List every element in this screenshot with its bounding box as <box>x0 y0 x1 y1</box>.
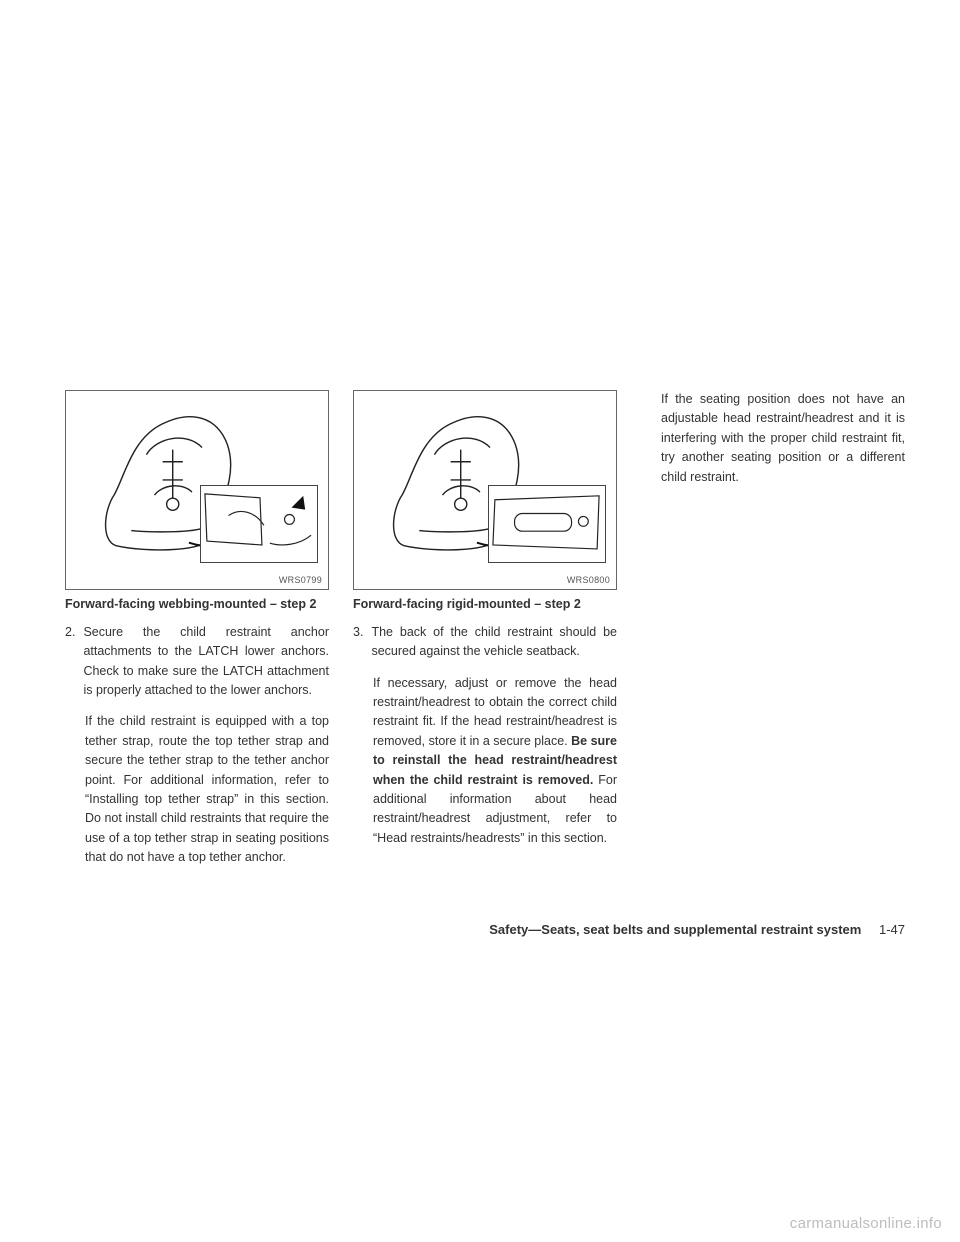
footer-section: Safety—Seats, seat belts and supplementa… <box>489 922 861 937</box>
figure-left-caption: Forward-facing webbing-mounted – step 2 <box>65 596 329 613</box>
step-2: 2. Secure the child restraint anchor att… <box>65 623 329 701</box>
step-2-number: 2. <box>65 623 75 701</box>
figure-middle-caption: Forward-facing rigid-mounted – step 2 <box>353 596 617 613</box>
latch-webbing-icon <box>201 486 317 563</box>
column-3: If the seating position does not have an… <box>641 390 905 879</box>
three-column-layout: WRS0799 Forward-facing webbing-mounted –… <box>65 390 905 879</box>
figure-left: WRS0799 <box>65 390 329 590</box>
step-3-number: 3. <box>353 623 363 662</box>
footer-page-number: 1-47 <box>879 922 905 937</box>
figure-middle-inset <box>488 485 606 563</box>
page-footer: Safety—Seats, seat belts and supplementa… <box>0 922 905 937</box>
manual-page: WRS0799 Forward-facing webbing-mounted –… <box>0 0 960 1242</box>
step-3-text: The back of the child restraint should b… <box>371 623 617 662</box>
step-2-text: Secure the child restraint anchor attach… <box>83 623 329 701</box>
no-headrest-paragraph: If the seating position does not have an… <box>661 390 905 487</box>
figure-left-inset <box>200 485 318 563</box>
latch-rigid-icon <box>489 486 605 563</box>
headrest-paragraph: If necessary, adjust or remove the head … <box>373 674 617 848</box>
figure-middle-code: WRS0800 <box>567 575 610 585</box>
column-1: WRS0799 Forward-facing webbing-mounted –… <box>65 390 329 879</box>
figure-left-code: WRS0799 <box>279 575 322 585</box>
tether-paragraph: If the child restraint is equipped with … <box>85 712 329 867</box>
watermark: carmanualsonline.info <box>790 1215 942 1232</box>
figure-middle: WRS0800 <box>353 390 617 590</box>
step-3: 3. The back of the child restraint shoul… <box>353 623 617 662</box>
column-2: WRS0800 Forward-facing rigid-mounted – s… <box>353 390 617 879</box>
